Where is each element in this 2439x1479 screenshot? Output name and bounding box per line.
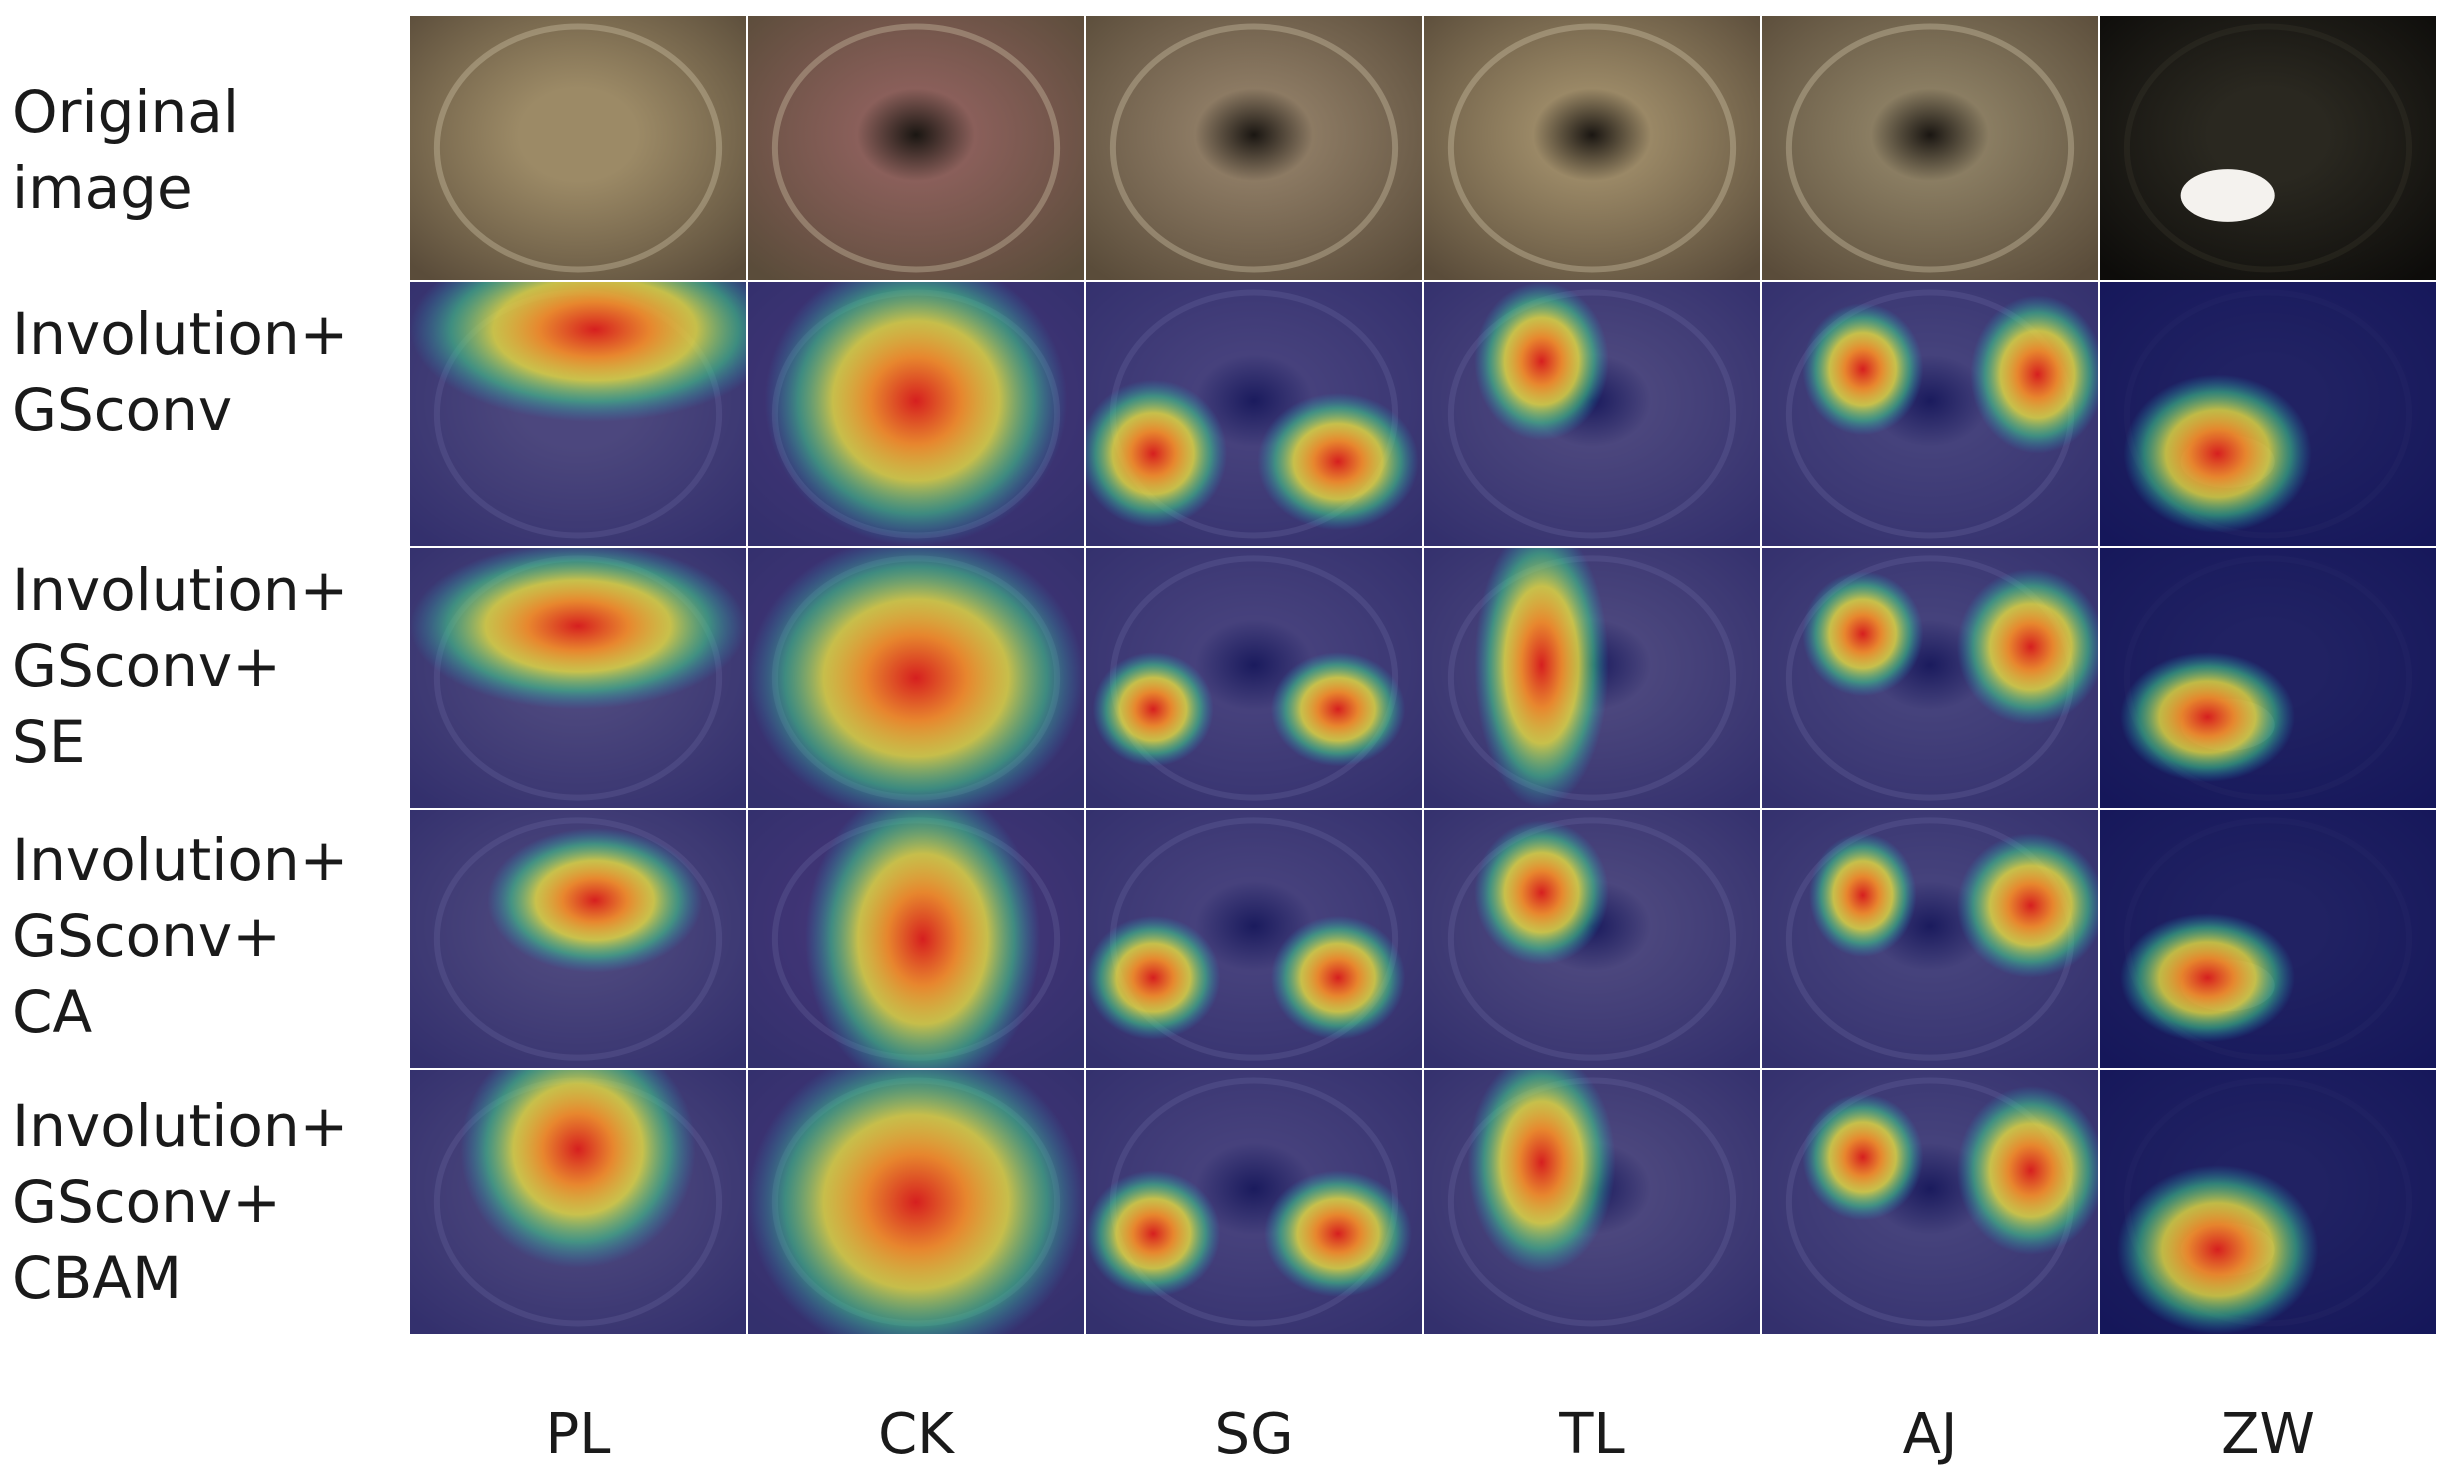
heatmap-aj-row-4 [1762, 1070, 2098, 1334]
heatmap-tl-row-2 [1424, 548, 1760, 808]
heatmap-sg-row-3 [1086, 810, 1422, 1068]
heatmap-sg-row-1 [1086, 282, 1422, 546]
heatmap-zw-row-3 [2100, 810, 2436, 1068]
col-label-aj: AJ [1902, 1402, 1958, 1467]
original-image-zw [2100, 16, 2436, 280]
heatmap-zw-row-2 [2100, 548, 2436, 808]
heatmap-aj-row-1 [1762, 282, 2098, 546]
heatmap-tl-row-1 [1424, 282, 1760, 546]
heatmap-tl-row-3 [1424, 810, 1760, 1068]
heatmap-sg-row-4 [1086, 1070, 1422, 1334]
heatmap-aj-row-3 [1762, 810, 2098, 1068]
original-image-sg [1086, 16, 1422, 280]
col-label-ck: CK [878, 1402, 954, 1467]
heatmap-tl-row-4 [1424, 1070, 1760, 1334]
heatmap-pl-row-1 [410, 282, 746, 546]
col-label-zw: ZW [2221, 1402, 2315, 1467]
heatmap-zw-row-4 [2100, 1070, 2436, 1334]
original-image-ck [748, 16, 1084, 280]
original-image-tl [1424, 16, 1760, 280]
row-label-involution-gsconv-se: Involution+ GSconv+ SE [12, 556, 349, 776]
col-label-tl: TL [1559, 1402, 1625, 1467]
heatmap-zw-row-1 [2100, 282, 2436, 546]
row-label-involution-gsconv: Involution+ GSconv [12, 300, 349, 444]
heatmap-pl-row-2 [410, 548, 746, 808]
col-label-sg: SG [1214, 1402, 1294, 1467]
row-label-involution-gsconv-ca: Involution+ GSconv+ CA [12, 826, 349, 1046]
heatmap-aj-row-2 [1762, 548, 2098, 808]
row-label-original: Original image [12, 78, 239, 222]
heatmap-ck-row-3 [748, 810, 1084, 1068]
row-label-involution-gsconv-cbam: Involution+ GSconv+ CBAM [12, 1092, 349, 1312]
original-image-pl [410, 16, 746, 280]
col-label-pl: PL [545, 1402, 611, 1467]
heatmap-pl-row-4 [410, 1070, 746, 1334]
original-image-aj [1762, 16, 2098, 280]
heatmap-pl-row-3 [410, 810, 746, 1068]
heatmap-ck-row-1 [748, 282, 1084, 546]
heatmap-sg-row-2 [1086, 548, 1422, 808]
heatmap-ck-row-2 [748, 548, 1084, 808]
heatmap-ck-row-4 [748, 1070, 1084, 1334]
